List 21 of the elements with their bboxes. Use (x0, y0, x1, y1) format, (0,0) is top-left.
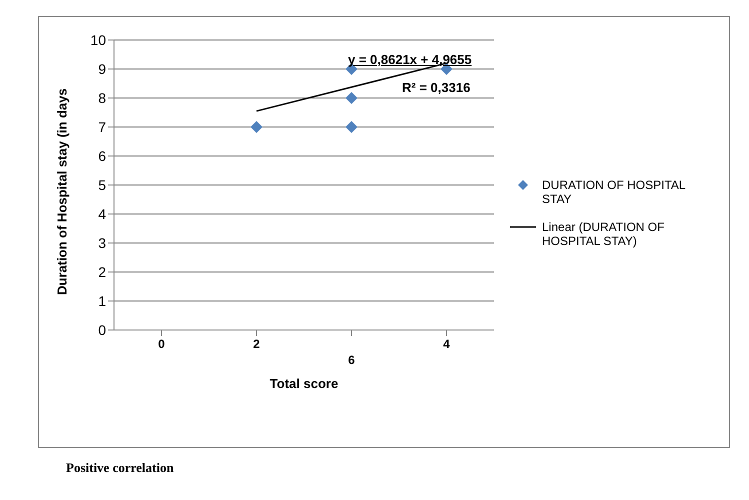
y-tick-label: 7 (98, 118, 106, 135)
text: Positive correlation (66, 460, 174, 476)
y-tick-label: 10 (90, 32, 106, 48)
x-tick-label: 0 (158, 337, 166, 351)
y-tick-label: 8 (98, 90, 106, 106)
y-tick-label: 3 (98, 234, 106, 251)
y-tick-label: 6 (98, 148, 106, 164)
x-axis-title: Total score (270, 376, 338, 391)
y-tick-label: 9 (98, 60, 106, 77)
y-tick-label: 0 (98, 322, 106, 338)
x-tick-label: 4 (443, 337, 450, 351)
y-tick-label: 2 (98, 264, 106, 280)
x-tick-label: 2 (253, 337, 260, 351)
y-tick-label: 4 (98, 206, 106, 222)
annotation: y = 0,8621x + 4,9655 (348, 52, 472, 67)
annotation: R² = 0,3316 (400, 80, 472, 95)
y-tick-label: 1 (98, 292, 106, 309)
y-axis-title: Duration of Hospital stay (in days (54, 88, 70, 295)
legend-label: Linear (DURATION OF HOSPITAL STAY) (542, 220, 666, 248)
legend-label: DURATION OF HOSPITAL STAY (542, 178, 686, 206)
y-tick-label: 5 (98, 176, 106, 193)
